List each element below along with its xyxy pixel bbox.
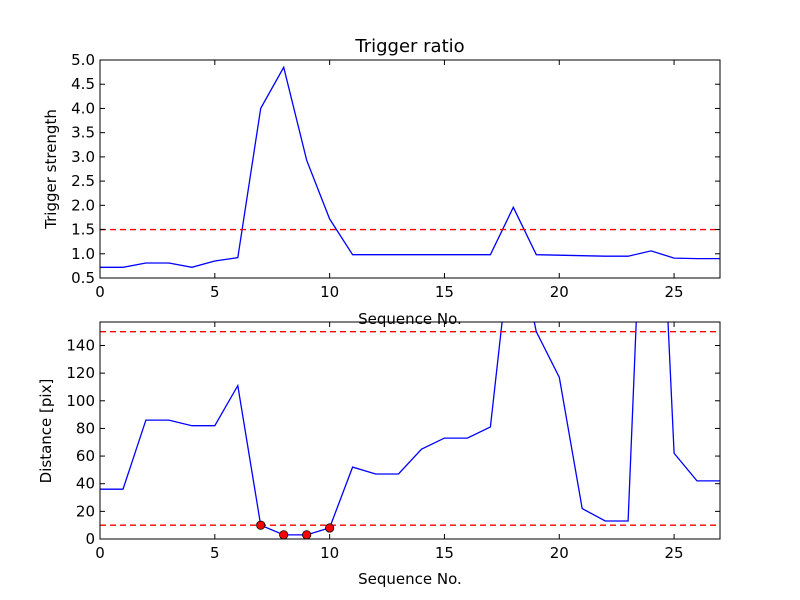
y-tick-label: 1.0 xyxy=(71,245,95,263)
x-tick-label: 20 xyxy=(550,544,569,562)
y-axis-label: Distance [pix] xyxy=(37,379,55,484)
y-tick-label: 140 xyxy=(66,336,95,354)
y-tick-label: 4.5 xyxy=(71,75,95,93)
y-tick-label: 2.0 xyxy=(71,196,95,214)
plot-area: 0 5 10 15 20 25 0 20 40 60 80 100 120 140 xyxy=(66,321,721,562)
y-tick-label: 80 xyxy=(76,419,95,437)
x-tick-label: 20 xyxy=(550,283,569,301)
plot-area: 0 5 10 15 20 25 0.5 1.0 1.5 2.0 2.5 3.0 3.5 4.0 4.5 5.0 xyxy=(71,51,721,301)
y-axis-label: Trigger strength xyxy=(42,109,60,230)
series-line-0 xyxy=(100,65,720,268)
data-point-marker xyxy=(256,520,266,530)
x-tick-label: 10 xyxy=(320,283,339,301)
y-tick-label: 100 xyxy=(66,392,95,410)
x-tick-label: 0 xyxy=(95,283,105,301)
data-point-marker xyxy=(302,530,312,540)
x-tick-label: 15 xyxy=(435,283,454,301)
x-tick-label: 25 xyxy=(665,283,684,301)
x-axis-label: Sequence No. xyxy=(358,310,462,328)
data-point-marker xyxy=(279,530,289,540)
y-tick-label: 0 xyxy=(85,530,95,548)
y-tick-label: 60 xyxy=(76,447,95,465)
distance-chart: 0 5 10 15 20 25 0 20 40 60 80 100 120 140 Sequence No… xyxy=(37,321,721,588)
x-axis-label: Sequence No. xyxy=(358,570,462,588)
y-tick-label: 3.5 xyxy=(71,124,95,142)
y-tick-label: 5.0 xyxy=(71,51,95,69)
x-tick-label: 10 xyxy=(320,544,339,562)
x-tick-label: 5 xyxy=(210,544,220,562)
y-tick-label: 2.5 xyxy=(71,172,95,190)
y-tick-label: 20 xyxy=(76,502,95,520)
x-tick-label: 25 xyxy=(665,544,684,562)
axes-frame xyxy=(99,59,721,279)
trigger-ratio-chart: Trigger ratio 0 5 10 15 20 25 0.5 1.0 1.5 2.0 2.5 3… xyxy=(42,36,721,328)
y-tick-label: 0.5 xyxy=(71,269,95,287)
data-point-marker xyxy=(325,523,335,533)
y-tick-label: 3.0 xyxy=(71,148,95,166)
x-tick-label: 15 xyxy=(435,544,454,562)
y-tick-label: 40 xyxy=(76,475,95,493)
y-tick-label: 4.0 xyxy=(71,99,95,117)
y-tick-label: 120 xyxy=(66,364,95,382)
chart-title: Trigger ratio xyxy=(354,36,464,57)
axes-frame xyxy=(99,321,721,540)
x-tick-label: 0 xyxy=(95,544,105,562)
y-tick-label: 1.5 xyxy=(71,221,95,239)
x-tick-label: 5 xyxy=(210,283,220,301)
series-line-0 xyxy=(100,322,720,536)
